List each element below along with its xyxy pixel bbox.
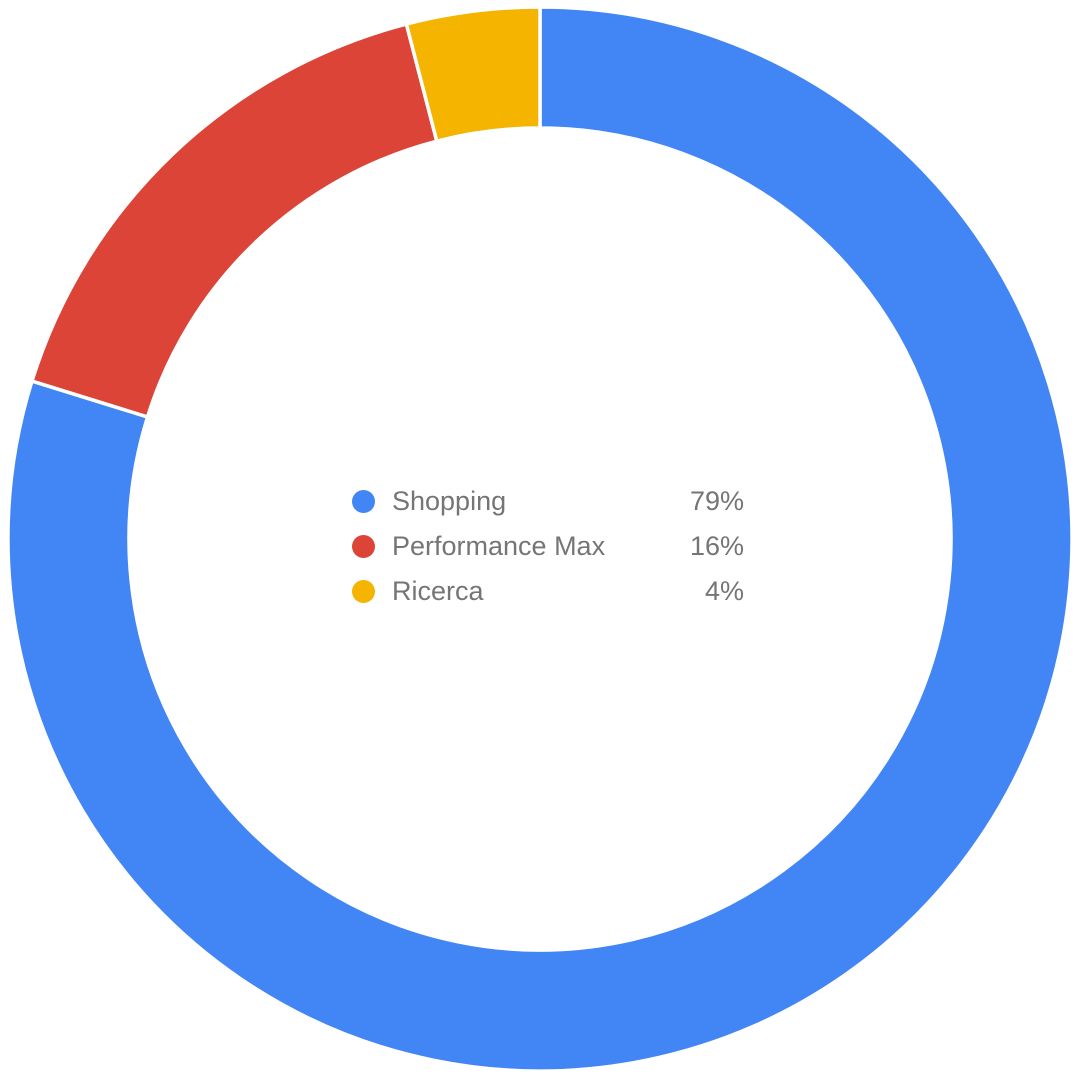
legend-dot-ricerca-icon xyxy=(352,580,375,603)
legend-dot-shopping-icon xyxy=(352,490,375,513)
legend-row-performance-max: Performance Max 16% xyxy=(352,524,744,569)
legend-value-shopping: 79% xyxy=(689,486,744,516)
legend-label-performance-max: Performance Max xyxy=(392,531,606,561)
legend-label-shopping: Shopping xyxy=(392,486,507,516)
legend-row-ricerca: Ricerca 4% xyxy=(352,569,744,614)
pie-slice-ricerca[interactable] xyxy=(404,5,542,143)
legend-dot-performance-max-icon xyxy=(352,535,375,558)
pie-slice-shopping[interactable] xyxy=(6,5,1074,1073)
legend-value-performance-max: 16% xyxy=(689,531,744,561)
legend-value-ricerca: 4% xyxy=(704,576,744,606)
pie-slice-performance-max[interactable] xyxy=(30,22,439,419)
legend-label-ricerca: Ricerca xyxy=(392,576,484,606)
chart-legend: Shopping 79% Performance Max 16% Ricerca… xyxy=(352,479,744,614)
legend-row-shopping: Shopping 79% xyxy=(352,479,744,524)
